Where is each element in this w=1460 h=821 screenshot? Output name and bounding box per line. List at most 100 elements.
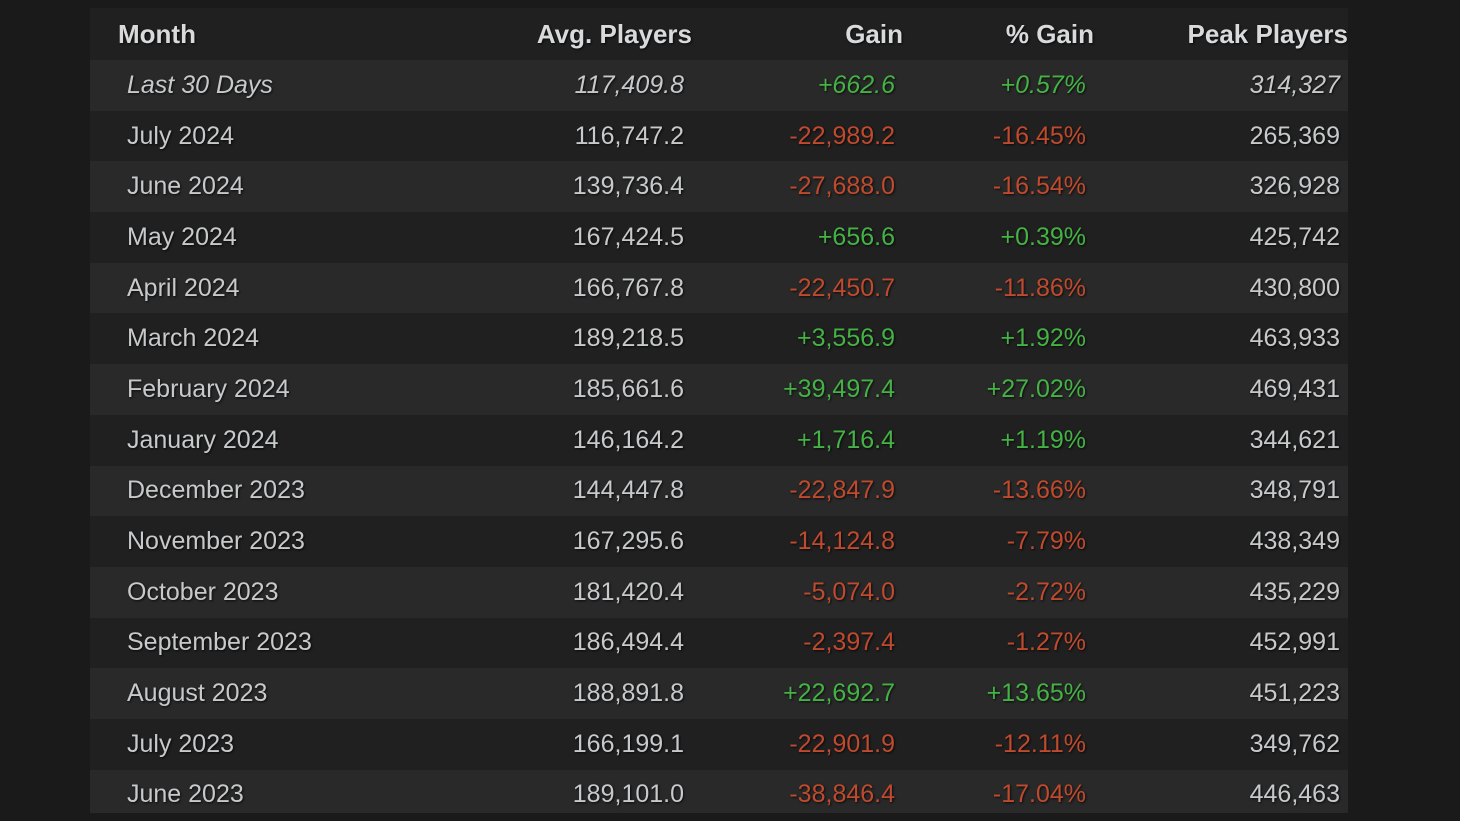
table-row: December 2023 144,447.8 -22,847.9 -13.66% 34…	[90, 465, 1348, 517]
cell-peak-players: 425,742	[1249, 222, 1340, 251]
player-stats-table: Month Avg. Players Gain % Gain Peak Play…	[90, 8, 1348, 813]
cell-pct-gain: +1.19%	[1000, 425, 1087, 454]
cell-avg-players: 188,891.8	[572, 679, 684, 708]
cell-peak-players: 430,800	[1249, 273, 1340, 302]
cell-avg-players: 167,424.5	[572, 222, 684, 251]
cell-peak-players: 344,621	[1249, 425, 1340, 454]
cell-pct-gain: -13.66%	[992, 476, 1086, 505]
table-row: October 2023 181,420.4 -5,074.0 -2.72% 435,2…	[90, 566, 1348, 618]
cell-avg-players: 186,494.4	[572, 628, 684, 657]
cell-gain: -38,846.4	[789, 780, 895, 809]
cell-avg-players: 166,767.8	[572, 273, 684, 302]
cell-gain: +3,556.9	[796, 324, 895, 353]
cell-peak-players: 438,349	[1249, 527, 1340, 556]
column-header-month: Month	[118, 18, 196, 49]
cell-avg-players: 189,101.0	[572, 780, 684, 809]
cell-gain: +22,692.7	[783, 679, 895, 708]
table-row: September 2023 186,494.4 -2,397.4 -1.27% 452…	[90, 618, 1348, 669]
cell-gain: -22,989.2	[789, 121, 895, 150]
cell-month: August 2023	[127, 679, 268, 708]
cell-peak-players: 452,991	[1249, 628, 1340, 657]
cell-peak-players: 451,223	[1249, 679, 1340, 708]
cell-pct-gain: -1.27%	[1006, 628, 1086, 657]
cell-avg-players: 166,199.1	[572, 729, 684, 758]
cell-avg-players: 144,447.8	[572, 476, 684, 505]
cell-gain: -14,124.8	[789, 527, 895, 556]
cell-gain: -5,074.0	[803, 577, 895, 606]
monthly-player-stats: Month Avg. Players Gain % Gain Peak Play…	[90, 8, 1348, 813]
cell-pct-gain: -16.45%	[992, 121, 1086, 150]
cell-month: July 2023	[127, 729, 235, 758]
table-row: June 2024 139,736.4 -27,688.0 -16.54% 326,92…	[90, 161, 1348, 213]
cell-avg-players: 117,409.8	[574, 70, 684, 99]
cell-avg-players: 139,736.4	[572, 172, 684, 201]
cell-peak-players: 349,762	[1249, 729, 1340, 758]
cell-peak-players: 326,928	[1249, 172, 1340, 201]
cell-month: June 2024	[127, 172, 244, 201]
table-header-row: Month Avg. Players Gain % Gain Peak Play…	[90, 8, 1348, 60]
cell-peak-players: 265,369	[1249, 121, 1340, 150]
cell-pct-gain: +0.57%	[1000, 70, 1087, 99]
column-header-pct-gain: % Gain	[1005, 18, 1094, 49]
table-row: April 2024 166,767.8 -22,450.7 -11.86% 430,8…	[90, 262, 1348, 314]
cell-peak-players: 435,229	[1249, 577, 1340, 606]
cell-avg-players: 116,747.2	[574, 121, 684, 150]
cell-month: April 2024	[127, 273, 240, 302]
cell-peak-players: 348,791	[1249, 476, 1340, 505]
cell-avg-players: 167,295.6	[572, 527, 684, 556]
cell-avg-players: 146,164.2	[572, 425, 684, 454]
cell-month: September 2023	[127, 628, 312, 657]
table-row: Last 30 Days 117,409.8 +662.6 +0.57% 314,327	[90, 60, 1348, 111]
cell-pct-gain: +27.02%	[986, 374, 1086, 403]
table-header: Month Avg. Players Gain % Gain Peak Play…	[90, 8, 1348, 60]
table-row: November 2023 167,295.6 -14,124.8 -7.79% 438…	[90, 516, 1348, 567]
cell-avg-players: 181,420.4	[572, 577, 684, 606]
cell-pct-gain: +13.65%	[986, 679, 1086, 708]
cell-gain: -22,901.9	[789, 729, 895, 758]
cell-gain: -27,688.0	[789, 172, 895, 201]
cell-pct-gain: -16.54%	[992, 172, 1086, 201]
table-row: February 2024 185,661.6 +39,497.4 +27.02% 46…	[90, 364, 1348, 415]
cell-pct-gain: +0.39%	[1000, 222, 1087, 251]
cell-month: November 2023	[127, 527, 305, 556]
cell-peak-players: 469,431	[1249, 374, 1340, 403]
table-row: July 2023 166,199.1 -22,901.9 -12.11% 349,76…	[90, 719, 1348, 770]
cell-month: January 2024	[127, 425, 279, 454]
table-row: August 2023 188,891.8 +22,692.7 +13.65% 451,…	[90, 668, 1348, 719]
cell-pct-gain: +1.92%	[1000, 324, 1087, 353]
cell-month: July 2024	[127, 121, 235, 150]
cell-month: March 2024	[127, 324, 260, 353]
cell-gain: -22,847.9	[789, 476, 895, 505]
cell-gain: +1,716.4	[796, 425, 895, 454]
cell-pct-gain: -2.72%	[1006, 577, 1086, 606]
column-header-gain: Gain	[845, 18, 903, 49]
cell-month: February 2024	[127, 374, 290, 403]
cell-month: October 2023	[127, 577, 279, 606]
table-row: January 2024 146,164.2 +1,716.4 +1.19% 344,6…	[90, 415, 1348, 466]
table-row: July 2024 116,747.2 -22,989.2 -16.45% 265,36…	[90, 111, 1348, 162]
table-body: Last 30 Days 117,409.8 +662.6 +0.57% 314,327…	[90, 60, 1348, 813]
cell-pct-gain: -11.86%	[994, 273, 1086, 302]
cell-peak-players: 314,327	[1249, 70, 1340, 99]
cell-gain: +656.6	[817, 222, 895, 251]
cell-pct-gain: -12.11%	[994, 729, 1086, 758]
table-row: March 2024 189,218.5 +3,556.9 +1.92% 463,933	[90, 313, 1348, 364]
cell-pct-gain: -7.79%	[1006, 527, 1086, 556]
column-header-peak-players: Peak Players	[1187, 18, 1348, 49]
cell-month: December 2023	[127, 476, 305, 505]
cell-peak-players: 446,463	[1249, 780, 1340, 809]
cell-month: May 2024	[127, 222, 237, 251]
cell-gain: -2,397.4	[803, 628, 895, 657]
table-row: June 2023 189,101.0 -38,846.4 -17.04% 446,46…	[90, 769, 1348, 813]
table-row: May 2024 167,424.5 +656.6 +0.39% 425,742	[90, 212, 1348, 263]
cell-avg-players: 185,661.6	[572, 374, 684, 403]
cell-gain: +39,497.4	[783, 374, 895, 403]
cell-month: June 2023	[127, 780, 244, 809]
cell-peak-players: 463,933	[1249, 324, 1340, 353]
cell-gain: +662.6	[817, 70, 895, 99]
cell-avg-players: 189,218.5	[572, 324, 684, 353]
cell-gain: -22,450.7	[789, 273, 895, 302]
cell-pct-gain: -17.04%	[992, 780, 1086, 809]
cell-month: Last 30 Days	[127, 70, 273, 99]
